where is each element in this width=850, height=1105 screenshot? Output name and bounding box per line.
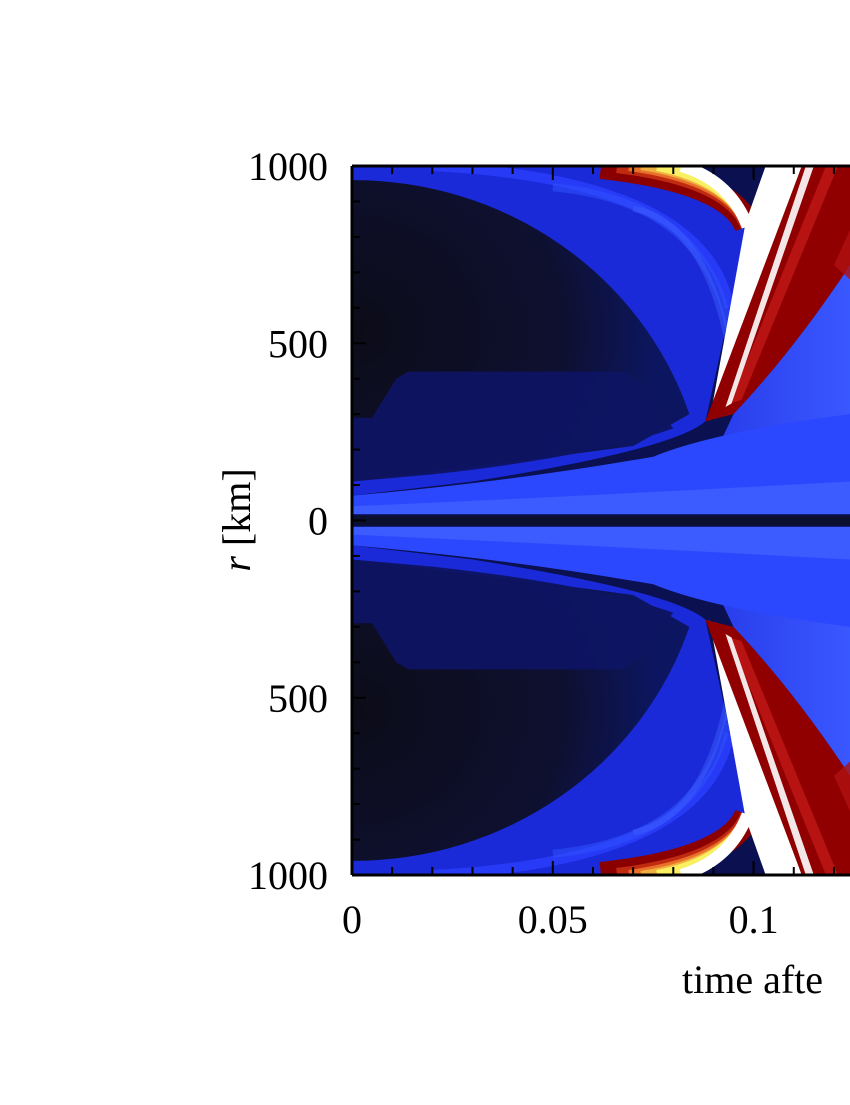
y-tick-label: 1000	[248, 144, 328, 189]
y-tick-label: 1000	[248, 853, 328, 898]
midplane-core	[352, 481, 850, 515]
red-edge	[833, 761, 850, 812]
y-tick-label: 0	[308, 499, 328, 544]
y-axis-label: r[km]	[214, 468, 259, 571]
red-streak	[729, 166, 838, 404]
lower-half	[352, 526, 850, 875]
white-streak	[725, 633, 814, 875]
y-tick-label: 500	[268, 321, 328, 366]
midplane-stripe	[352, 515, 850, 526]
x-axis-label: time afte	[682, 957, 823, 1002]
y-tick-label: 500	[268, 676, 328, 721]
upper-half	[352, 166, 850, 515]
inner-plateau	[352, 559, 674, 670]
shock-band	[679, 166, 754, 229]
shock-band	[679, 812, 754, 875]
inner-plateau	[352, 371, 674, 482]
white-streak	[725, 166, 814, 408]
y-axis-ticks: 1000 500 0 500 1000	[248, 144, 366, 898]
heatmap-field	[352, 166, 850, 875]
red-streak	[729, 637, 838, 875]
x-axis-ticks: 0 0.05 0.1	[342, 166, 835, 942]
red-edge	[833, 229, 850, 280]
x-tick-label: 0.1	[729, 897, 779, 942]
blue-arc	[632, 205, 733, 351]
blue-arc	[552, 711, 734, 858]
blue-arc	[632, 690, 733, 836]
x-tick-label: 0	[342, 897, 362, 942]
blue-arc	[552, 183, 734, 330]
midplane-core	[352, 526, 850, 560]
x-tick-label: 0.05	[518, 897, 588, 942]
